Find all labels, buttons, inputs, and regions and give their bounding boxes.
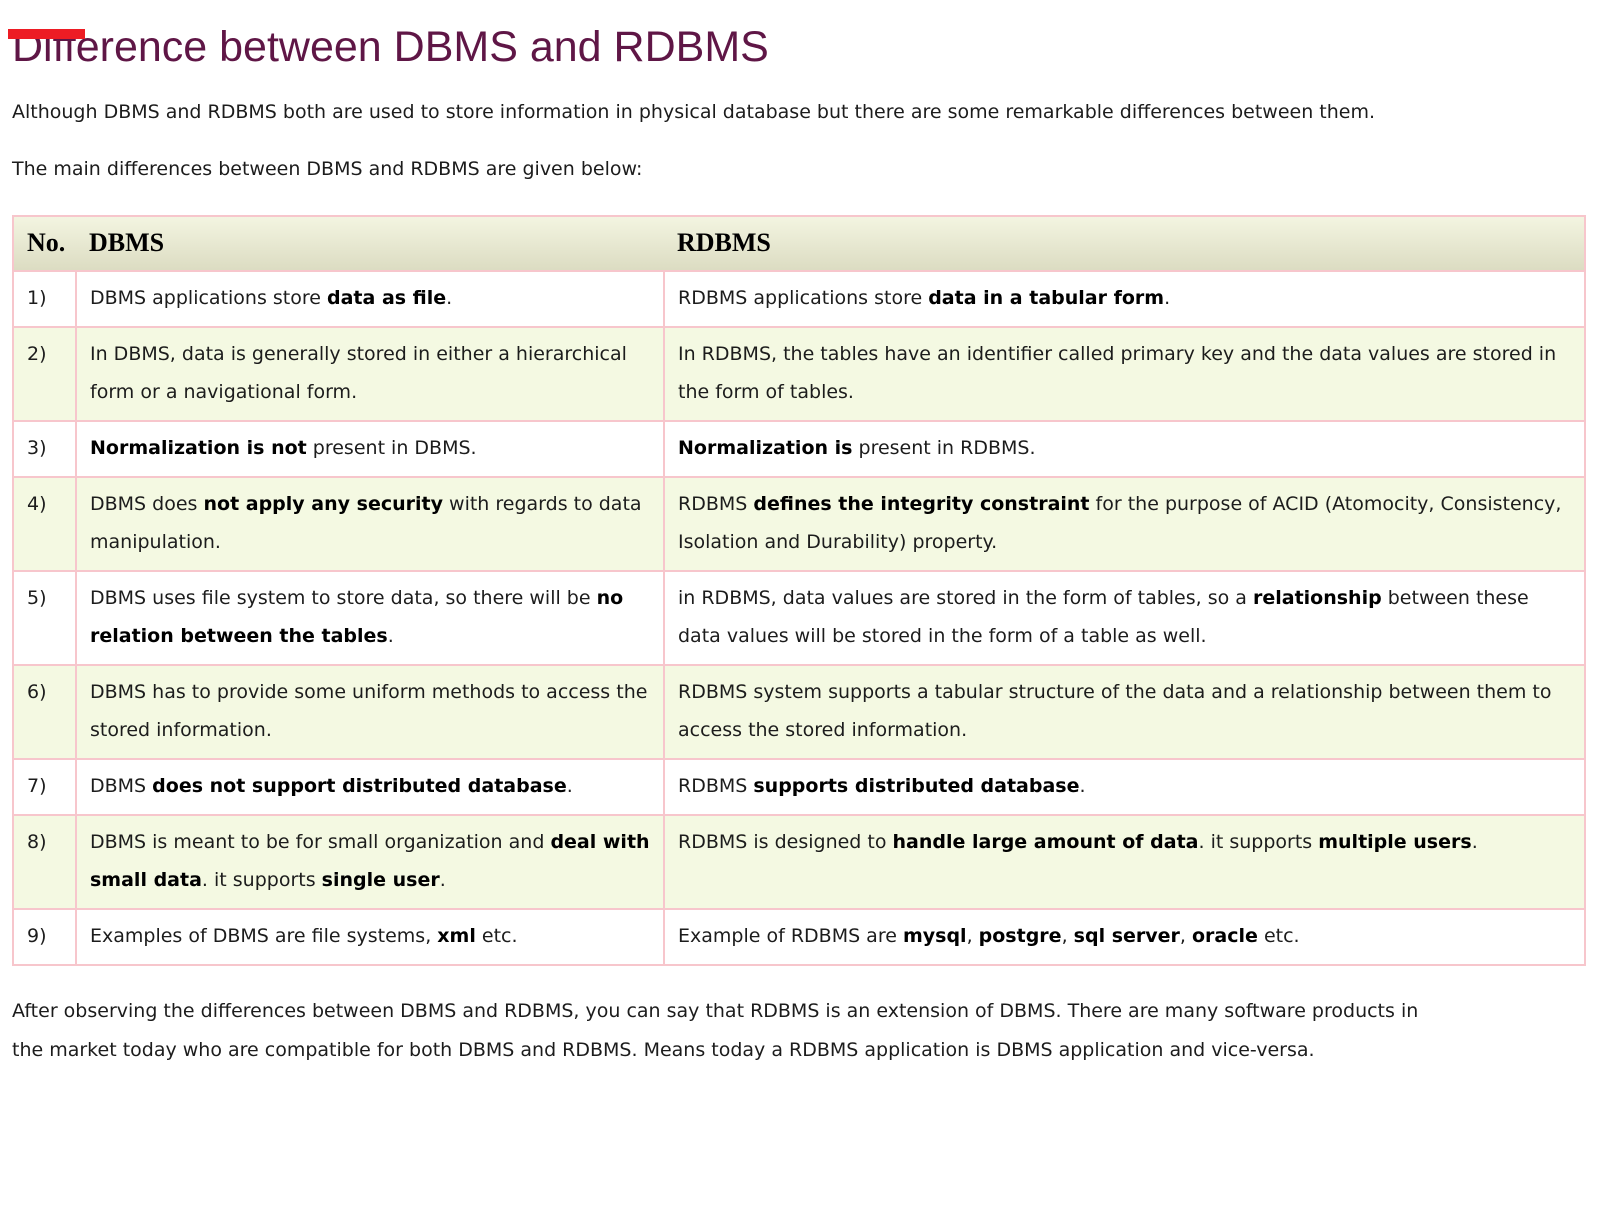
row-number-cell: 5) [12,570,77,667]
lead-paragraph: The main differences between DBMS and RD… [12,158,643,181]
table-row: 8) DBMS is meant to be for small organiza… [12,814,1586,911]
row-number-cell: 7) [12,758,77,817]
table-row: 7) DBMS does not support distributed data… [12,758,1586,817]
table-row: 9) Examples of DBMS are file systems, xml… [12,908,1586,967]
conclusion-paragraph: After observing the differences between … [12,1000,1419,1062]
rdbms-cell: Example of RDBMS are mysql, postgre, sql… [663,908,1586,967]
comparison-table-body: 1) DBMS applications store data as file. R… [12,270,1586,967]
rdbms-cell: RDBMS supports distributed database. [663,758,1586,817]
table-row: 1) DBMS applications store data as file. R… [12,270,1586,329]
rdbms-cell: RDBMS applications store data in a tabul… [663,270,1586,329]
column-header-no: No. [13,216,76,272]
table-row: 2) In DBMS, data is generally stored in e… [12,326,1586,423]
article-page: Difference between DBMS and RDBMS Althou… [0,23,1600,1070]
row-number-cell: 8) [12,814,77,911]
page-title: Difference between DBMS and RDBMS [12,23,769,71]
dbms-cell: DBMS does not support distributed databa… [75,758,665,817]
dbms-cell: Normalization is not present in DBMS. [75,420,665,479]
dbms-cell: Examples of DBMS are file systems, xml e… [75,908,665,967]
table-header-row: No. DBMS RDBMS [13,216,1585,272]
rdbms-cell: RDBMS defines the integrity constraint f… [663,476,1586,573]
table-row: 3) Normalization is not present in DBMS. N… [12,420,1586,479]
rdbms-cell: RDBMS system supports a tabular structur… [663,664,1586,761]
row-number-cell: 3) [12,420,77,479]
dbms-cell: DBMS uses file system to store data, so … [75,570,665,667]
rdbms-cell: RDBMS is designed to handle large amount… [663,814,1586,911]
rdbms-cell: In RDBMS, the tables have an identifier … [663,326,1586,423]
row-number-cell: 1) [12,270,77,329]
column-header-rdbms: RDBMS [664,216,1585,272]
dbms-cell: DBMS has to provide some uniform methods… [75,664,665,761]
table-row: 6) DBMS has to provide some uniform metho… [12,664,1586,761]
dbms-cell: DBMS applications store data as file. [75,270,665,329]
table-row: 5) DBMS uses file system to store data, s… [12,570,1586,667]
intro-paragraph: Although DBMS and RDBMS both are used to… [12,101,1376,124]
dbms-cell: DBMS is meant to be for small organizati… [75,814,665,911]
dbms-cell: DBMS does not apply any security with re… [75,476,665,573]
row-number-cell: 9) [12,908,77,967]
rdbms-cell: Normalization is present in RDBMS. [663,420,1586,479]
rdbms-cell: in RDBMS, data values are stored in the … [663,570,1586,667]
comparison-table: No. DBMS RDBMS 1) DBMS applications store… [12,215,1586,967]
dbms-cell: In DBMS, data is generally stored in eit… [75,326,665,423]
table-row: 4) DBMS does not apply any security with … [12,476,1586,573]
row-number-cell: 4) [12,476,77,573]
row-number-cell: 6) [12,664,77,761]
red-indicator-bar [8,29,85,39]
row-number-cell: 2) [12,326,77,423]
column-header-dbms: DBMS [76,216,664,272]
